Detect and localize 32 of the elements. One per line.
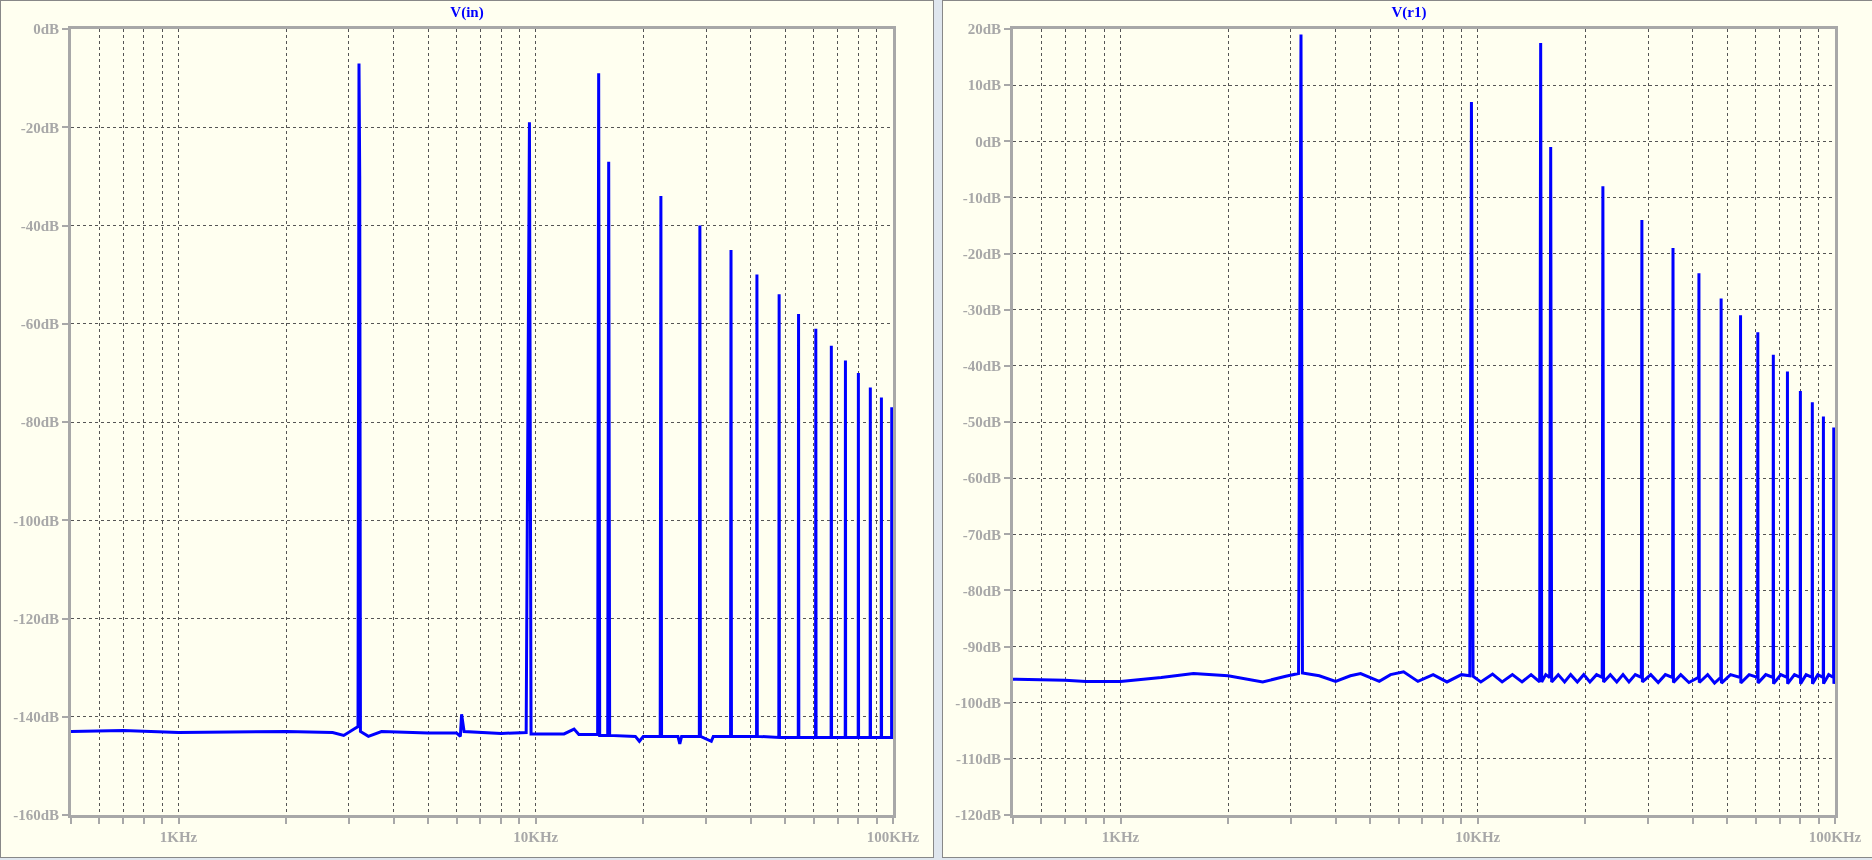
y-tick-label: -40dB	[962, 358, 1001, 375]
y-tick-label: -110dB	[955, 751, 1001, 768]
y-tick-label: -120dB	[13, 610, 59, 627]
x-tick-label: 1KHz	[1101, 829, 1140, 845]
y-tick-label: -100dB	[955, 694, 1001, 711]
y-tick-label: -80dB	[20, 414, 59, 431]
x-tick-label: 1KHz	[159, 829, 198, 845]
y-tick-label: -20dB	[962, 245, 1001, 262]
y-tick-label: 20dB	[967, 21, 1001, 38]
x-tick-label: 100KHz	[1808, 829, 1862, 845]
chart-title: V(in)	[450, 4, 484, 22]
y-tick-label: 10dB	[967, 77, 1001, 94]
y-tick-label: -80dB	[962, 582, 1001, 599]
y-tick-label: -90dB	[962, 638, 1001, 655]
y-tick-label: -40dB	[20, 217, 59, 234]
y-tick-label: -70dB	[962, 526, 1001, 543]
y-tick-label: 0dB	[33, 21, 59, 38]
chart-title: V(r1)	[1391, 4, 1427, 22]
x-tick-label: 10KHz	[513, 829, 559, 845]
y-tick-label: -60dB	[962, 470, 1001, 487]
y-tick-label: -140dB	[13, 709, 59, 725]
y-tick-label: -30dB	[962, 301, 1001, 318]
y-tick-label: -60dB	[20, 316, 59, 332]
y-tick-label: -160dB	[13, 807, 59, 824]
y-tick-label: -20dB	[20, 119, 59, 136]
y-tick-label: -100dB	[13, 512, 59, 529]
y-tick-label: 0dB	[975, 133, 1001, 150]
x-tick-label: 10KHz	[1455, 829, 1501, 845]
y-tick-label: -50dB	[962, 414, 1001, 431]
y-tick-label: -120dB	[955, 807, 1001, 824]
y-tick-label: -10dB	[962, 189, 1001, 206]
x-tick-label: 100KHz	[866, 829, 920, 845]
